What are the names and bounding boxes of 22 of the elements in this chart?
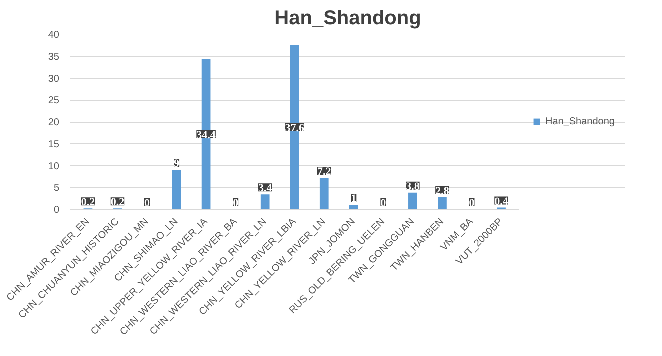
y-tick-label: 5: [54, 183, 60, 194]
data-label: 7.2: [318, 166, 332, 178]
data-label: 0: [233, 198, 240, 210]
y-tick-label: 15: [48, 139, 60, 150]
data-label: 3.8: [406, 180, 420, 193]
data-label: 0.4: [494, 196, 509, 208]
legend-label: Han_Shandong: [545, 116, 615, 127]
chart-title: Han_Shandong: [274, 8, 422, 30]
data-label: 0: [380, 198, 387, 210]
data-label: 1: [351, 193, 357, 206]
data-label: 2.8: [436, 185, 450, 198]
y-tick-label: 40: [48, 30, 60, 41]
data-label: 0: [469, 198, 476, 210]
y-tick-label: 0: [54, 205, 60, 216]
y-tick-label: 25: [48, 96, 60, 107]
data-label: 34.4: [196, 129, 216, 142]
data-label: 0: [144, 198, 151, 210]
y-tick-label: 20: [48, 118, 60, 128]
y-tick-label: 10: [48, 161, 60, 172]
y-tick-label: 35: [48, 52, 60, 63]
y-tick-label: 30: [48, 74, 60, 85]
data-label: 37.6: [285, 122, 305, 134]
